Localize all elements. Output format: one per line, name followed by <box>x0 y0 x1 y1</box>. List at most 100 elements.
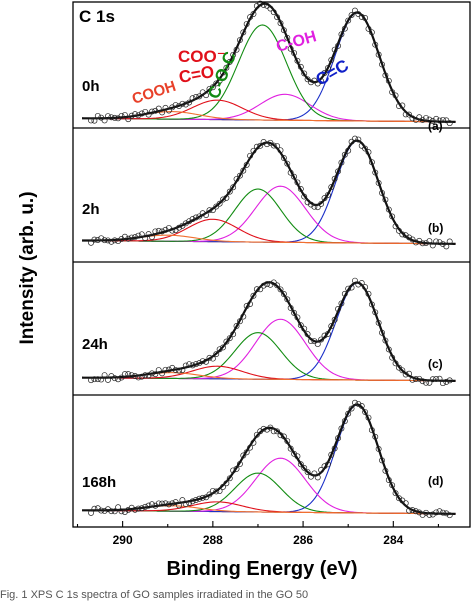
data-point <box>402 500 409 507</box>
data-point <box>108 508 115 515</box>
data-point <box>132 111 138 118</box>
data-point <box>291 173 298 180</box>
data-point <box>358 13 365 20</box>
data-point <box>392 92 399 99</box>
data-point <box>115 376 122 383</box>
data-point <box>318 467 325 473</box>
data-point <box>111 508 118 515</box>
data-point <box>311 338 318 345</box>
component-curve-C-OH <box>82 457 456 515</box>
data-point <box>423 509 429 516</box>
component-label: COOH <box>130 78 178 108</box>
component-label: COO⁻ <box>178 47 226 66</box>
figure-caption: Fig. 1 XPS C 1s spectra of GO samples ir… <box>0 589 309 601</box>
data-point <box>196 360 203 367</box>
data-point <box>335 306 341 312</box>
data-point <box>165 107 172 114</box>
data-point <box>247 444 254 451</box>
data-point <box>159 370 166 377</box>
data-point <box>121 112 128 118</box>
data-point <box>375 51 382 58</box>
data-point <box>433 375 440 382</box>
data-point <box>162 500 169 507</box>
data-point <box>274 282 281 289</box>
component-curve-C-O-C <box>82 24 456 123</box>
data-point <box>172 366 179 373</box>
data-point <box>335 168 341 175</box>
panel-24h: 24h (c) <box>82 277 456 387</box>
data-point <box>365 25 372 32</box>
data-point <box>148 370 155 377</box>
data-point <box>443 243 450 250</box>
data-point <box>294 314 301 321</box>
data-point <box>240 167 247 174</box>
data-point <box>375 446 382 452</box>
data-point <box>196 93 203 100</box>
data-point <box>220 69 226 76</box>
data-point <box>311 77 318 84</box>
data-point <box>148 234 155 240</box>
data-point <box>88 377 95 384</box>
data-point <box>284 160 291 167</box>
data-point <box>257 286 264 293</box>
data-point <box>443 510 450 517</box>
data-point <box>389 89 396 96</box>
data-point <box>270 142 277 149</box>
data-point <box>308 338 314 344</box>
data-point <box>341 290 348 297</box>
data-point <box>396 103 402 109</box>
data-point <box>111 237 118 244</box>
data-point <box>105 376 111 383</box>
data-point <box>192 497 199 503</box>
data-point <box>372 433 379 440</box>
component-curve-C-O-C <box>82 332 456 382</box>
data-point <box>402 111 409 118</box>
data-point <box>297 186 304 192</box>
data-point <box>172 499 179 506</box>
component-curve-COOH <box>82 372 456 382</box>
data-point <box>284 438 291 444</box>
data-point <box>341 151 348 158</box>
data-point <box>348 284 355 291</box>
data-point <box>203 92 210 99</box>
data-point <box>352 399 358 406</box>
data-point <box>399 231 406 238</box>
data-point <box>108 373 115 380</box>
data-point <box>396 227 402 234</box>
data-point <box>250 147 257 154</box>
data-point <box>277 147 284 154</box>
data-point <box>203 212 210 218</box>
data-point <box>348 405 355 412</box>
data-point <box>368 159 375 166</box>
data-point <box>392 223 399 230</box>
data-point <box>159 500 166 507</box>
data-point <box>406 111 413 118</box>
data-point <box>209 355 216 362</box>
data-point <box>253 431 260 438</box>
data-point <box>233 323 240 329</box>
data-point <box>179 367 186 373</box>
data-point <box>328 451 335 458</box>
x-tick-label: 284 <box>383 533 403 547</box>
data-point <box>176 502 182 509</box>
data-point <box>331 445 338 452</box>
data-point <box>284 296 291 303</box>
data-point <box>423 115 429 121</box>
data-point <box>294 179 301 186</box>
data-point <box>379 190 385 196</box>
data-point <box>206 207 213 214</box>
data-point <box>243 21 250 27</box>
data-point <box>125 235 132 242</box>
data-point <box>192 214 199 221</box>
data-point <box>196 213 203 220</box>
data-point <box>321 195 328 202</box>
data-point <box>226 58 233 65</box>
data-point <box>118 374 125 381</box>
data-point <box>223 480 230 487</box>
data-point <box>308 79 314 86</box>
data-point <box>419 511 426 518</box>
data-point <box>280 433 287 440</box>
data-point <box>250 439 257 446</box>
data-point <box>358 403 365 409</box>
data-point <box>423 379 429 386</box>
